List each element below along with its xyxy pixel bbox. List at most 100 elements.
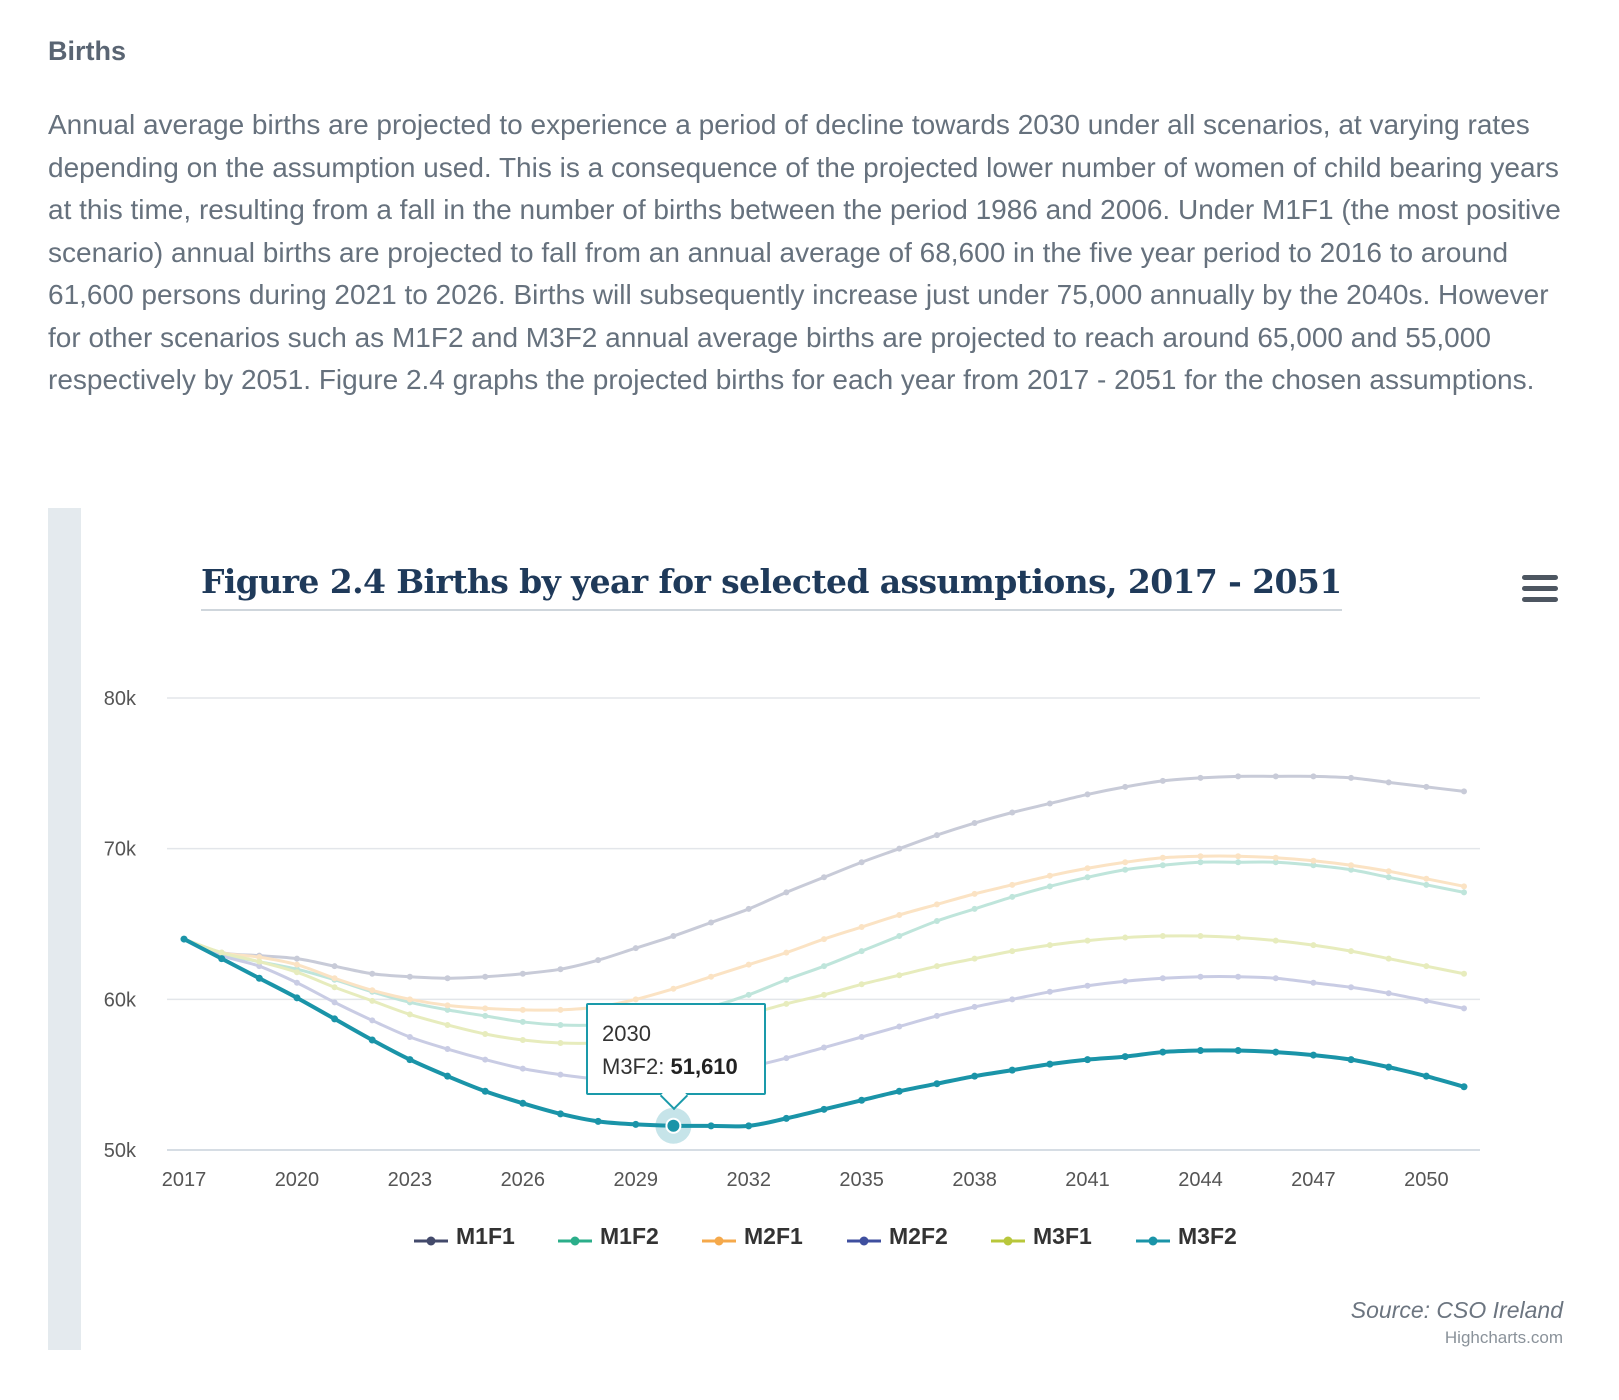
data-point[interactable] — [1423, 997, 1430, 1004]
data-point[interactable] — [369, 987, 376, 994]
data-point[interactable] — [1197, 933, 1204, 940]
data-point[interactable] — [707, 1122, 715, 1130]
data-point[interactable] — [1121, 1053, 1129, 1061]
series-m2f2[interactable] — [181, 936, 1467, 1084]
data-point[interactable] — [1272, 1048, 1280, 1056]
data-point[interactable] — [1423, 875, 1430, 882]
data-point[interactable] — [444, 975, 451, 982]
data-point[interactable] — [858, 981, 865, 988]
data-point[interactable] — [1461, 970, 1467, 977]
data-point[interactable] — [1046, 800, 1053, 807]
data-point[interactable] — [1461, 788, 1467, 795]
data-point[interactable] — [858, 924, 865, 931]
data-point[interactable] — [557, 966, 564, 973]
data-point[interactable] — [1309, 1051, 1317, 1059]
data-point[interactable] — [708, 973, 715, 980]
data-point[interactable] — [971, 820, 978, 827]
data-point[interactable] — [1272, 975, 1279, 982]
data-point[interactable] — [933, 917, 940, 924]
data-point[interactable] — [1046, 883, 1053, 890]
data-point[interactable] — [1461, 1005, 1467, 1012]
data-point[interactable] — [632, 1120, 640, 1128]
data-point[interactable] — [369, 970, 376, 977]
data-point[interactable] — [1084, 1056, 1092, 1064]
data-point[interactable] — [858, 1096, 866, 1104]
data-point[interactable] — [971, 1072, 979, 1080]
data-point[interactable] — [331, 975, 338, 982]
data-point[interactable] — [1235, 973, 1242, 980]
data-point[interactable] — [821, 874, 827, 881]
data-point[interactable] — [1385, 990, 1392, 997]
data-point[interactable] — [1159, 854, 1166, 861]
data-point[interactable] — [745, 905, 752, 912]
data-point[interactable] — [519, 970, 526, 977]
data-point[interactable] — [331, 984, 338, 991]
data-point[interactable] — [519, 1006, 526, 1013]
data-point[interactable] — [896, 845, 903, 852]
data-point[interactable] — [1385, 874, 1392, 881]
data-point[interactable] — [255, 974, 263, 982]
data-point[interactable] — [1272, 859, 1279, 866]
data-point[interactable] — [1422, 1072, 1430, 1080]
data-point[interactable] — [783, 889, 790, 896]
data-point[interactable] — [895, 1087, 903, 1095]
data-point[interactable] — [519, 1065, 526, 1072]
data-point[interactable] — [1046, 942, 1053, 949]
data-point[interactable] — [1272, 937, 1279, 944]
data-point[interactable] — [933, 901, 940, 908]
data-point[interactable] — [1159, 777, 1166, 784]
data-point[interactable] — [557, 1040, 564, 1047]
data-point[interactable] — [1122, 866, 1129, 873]
data-point[interactable] — [1310, 862, 1317, 869]
data-point[interactable] — [1196, 1047, 1204, 1055]
data-point[interactable] — [1235, 934, 1242, 941]
data-point[interactable] — [519, 1037, 526, 1044]
data-point[interactable] — [933, 963, 940, 970]
data-point[interactable] — [406, 973, 413, 980]
data-point[interactable] — [556, 1110, 564, 1118]
data-point[interactable] — [1009, 948, 1016, 955]
data-point[interactable] — [1423, 963, 1430, 970]
data-point[interactable] — [933, 1012, 940, 1019]
data-point[interactable] — [1423, 881, 1430, 888]
data-point[interactable] — [368, 1036, 376, 1044]
data-point[interactable] — [1310, 979, 1317, 986]
data-point[interactable] — [858, 1034, 865, 1040]
data-point[interactable] — [1197, 774, 1204, 781]
data-point[interactable] — [821, 1044, 827, 1051]
data-point[interactable] — [783, 976, 790, 983]
data-point[interactable] — [783, 949, 790, 956]
series-m1f1[interactable] — [181, 773, 1467, 982]
data-point[interactable] — [519, 1099, 527, 1107]
data-point[interactable] — [557, 1071, 564, 1078]
data-point[interactable] — [858, 859, 865, 866]
data-point[interactable] — [256, 958, 263, 965]
data-point[interactable] — [557, 1021, 564, 1028]
data-point[interactable] — [331, 1015, 339, 1023]
data-point[interactable] — [1310, 857, 1317, 864]
data-point[interactable] — [1084, 982, 1091, 989]
data-point[interactable] — [1159, 862, 1166, 869]
data-point[interactable] — [670, 933, 677, 940]
data-point[interactable] — [632, 996, 639, 1003]
data-point[interactable] — [218, 955, 226, 963]
data-point[interactable] — [218, 949, 225, 956]
data-point[interactable] — [444, 1072, 452, 1080]
data-point[interactable] — [1009, 881, 1016, 888]
data-point[interactable] — [1009, 809, 1016, 816]
data-point[interactable] — [783, 1055, 790, 1062]
data-point[interactable] — [745, 961, 752, 968]
data-point[interactable] — [971, 890, 978, 897]
data-point[interactable] — [444, 1046, 451, 1053]
data-point[interactable] — [1084, 791, 1091, 798]
data-point[interactable] — [444, 1002, 451, 1009]
series-m3f2[interactable] — [180, 935, 1468, 1130]
data-point[interactable] — [782, 1114, 790, 1122]
data-point[interactable] — [293, 994, 301, 1002]
data-point[interactable] — [293, 961, 300, 968]
data-point[interactable] — [369, 997, 376, 1004]
data-point[interactable] — [1197, 853, 1204, 860]
data-point[interactable] — [1235, 853, 1242, 860]
data-point[interactable] — [1385, 1063, 1393, 1071]
data-point[interactable] — [256, 954, 263, 961]
